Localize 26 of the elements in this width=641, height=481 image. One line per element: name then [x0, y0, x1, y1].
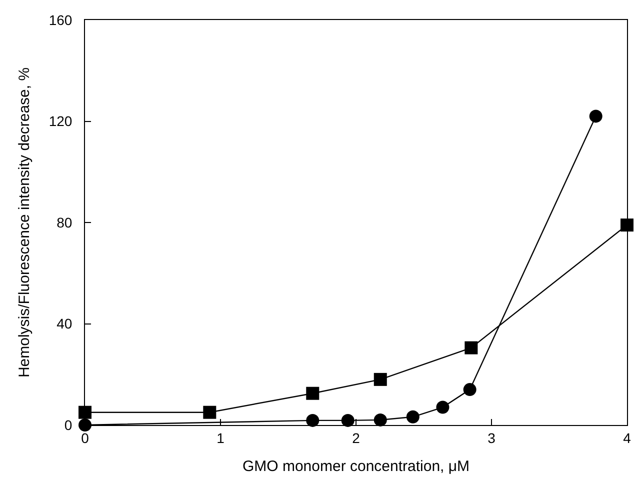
- x-axis-title: GMO monomer concentration, μM: [242, 458, 470, 475]
- point: [464, 341, 478, 354]
- y-tick-label: 80: [56, 214, 72, 230]
- y-axis-title: Hemolysis/Fluorescence intensity decrease, %: [16, 67, 34, 378]
- point: [436, 400, 450, 414]
- point: [341, 414, 354, 427]
- x-tick-label: 0: [81, 430, 90, 446]
- x-tick-label: 1: [216, 430, 225, 446]
- point: [306, 386, 320, 400]
- x-tick-label: 2: [352, 430, 360, 446]
- y-tick-label: 160: [48, 12, 72, 28]
- point: [306, 414, 320, 427]
- y-tick-label: 40: [56, 316, 72, 332]
- x-tick-label: 3: [488, 430, 496, 446]
- point: [203, 406, 216, 419]
- point: [589, 110, 602, 123]
- point: [78, 418, 92, 432]
- y-tick-label: 0: [64, 416, 72, 433]
- point: [463, 383, 476, 396]
- point: [620, 218, 634, 232]
- point: [78, 406, 92, 419]
- point: [374, 372, 387, 386]
- y-tick-label: 120: [48, 113, 72, 130]
- x-tick-label: 4: [623, 430, 632, 446]
- point: [406, 410, 420, 424]
- point: [374, 413, 387, 426]
